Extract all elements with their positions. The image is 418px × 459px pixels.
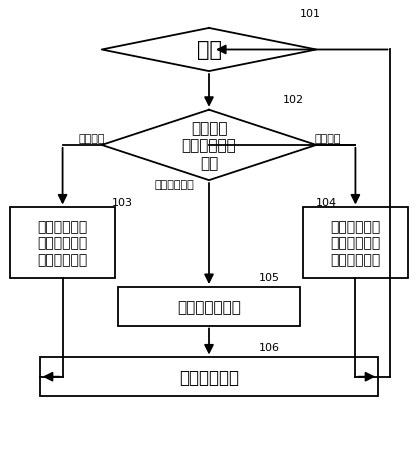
Text: 大于阈值: 大于阈值 — [314, 134, 341, 144]
Text: 保持原来的码率: 保持原来的码率 — [177, 299, 241, 314]
Text: 101: 101 — [300, 9, 321, 19]
Text: 104: 104 — [316, 197, 337, 207]
Text: 判断汇聚
数据流数据量
门限: 判断汇聚 数据流数据量 门限 — [182, 121, 236, 170]
Text: 开始: 开始 — [196, 40, 222, 61]
Text: 105: 105 — [258, 272, 280, 282]
Text: 小于阈值: 小于阈值 — [78, 134, 104, 144]
Bar — [118, 287, 300, 326]
Text: 等待一段时间: 等待一段时间 — [179, 368, 239, 386]
Text: 106: 106 — [258, 342, 280, 353]
Bar — [303, 208, 408, 278]
Text: 在阈值范围内: 在阈值范围内 — [154, 180, 194, 190]
Bar — [10, 208, 115, 278]
Bar — [40, 358, 378, 396]
Text: 103: 103 — [112, 197, 133, 207]
Text: 分别降低各个
数据流的码流
来降低总码率: 分别降低各个 数据流的码流 来降低总码率 — [330, 220, 380, 266]
Text: 分别提高各个
数据流的码率
来提高总码率: 分别提高各个 数据流的码率 来提高总码率 — [38, 220, 88, 266]
Text: 102: 102 — [283, 95, 304, 105]
